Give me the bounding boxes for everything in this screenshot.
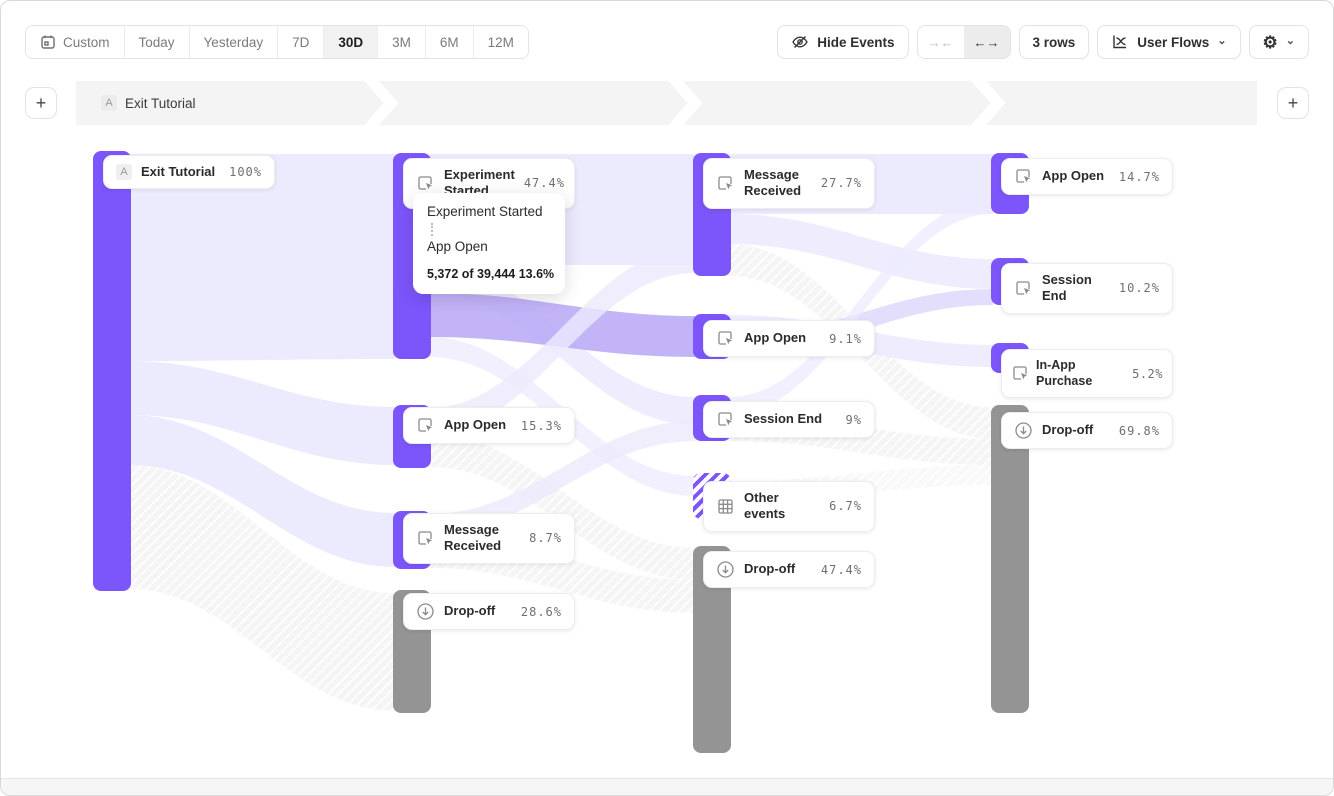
event-click-icon <box>716 174 735 193</box>
hide-events-label: Hide Events <box>817 34 895 50</box>
node-bar-drop-off-4[interactable] <box>991 405 1029 713</box>
date-custom-button[interactable]: Custom <box>26 26 124 58</box>
node-card-exit-tutorial[interactable]: A Exit Tutorial 100% <box>103 155 275 190</box>
date-custom-label: Custom <box>63 34 110 50</box>
chevron-down-icon: ⌄ <box>1285 34 1295 47</box>
date-30d-button[interactable]: 30D <box>323 26 378 58</box>
node-card-app-open-4[interactable]: App Open 14.7% <box>1001 158 1173 195</box>
node-card-session-end-4[interactable]: Session End 10.2% <box>1001 263 1173 314</box>
date-today-button[interactable]: Today <box>123 26 189 58</box>
node-card-app-open-2[interactable]: App Open 15.3% <box>403 407 575 444</box>
step-badge: A <box>101 95 117 111</box>
expand-columns-button[interactable]: ←→ <box>963 26 1010 58</box>
toolbar-right-group: Hide Events →← ←→ 3 rows User Flows ⌄ ⚙ … <box>777 25 1309 59</box>
node-bar-exit-tutorial[interactable] <box>93 151 131 591</box>
step-band: A Exit Tutorial <box>76 81 1257 125</box>
view-selector-button[interactable]: User Flows ⌄ <box>1097 25 1241 59</box>
add-step-right-button[interactable]: + <box>1277 87 1309 119</box>
horizontal-scrollbar[interactable] <box>1 778 1333 795</box>
date-3m-button[interactable]: 3M <box>377 26 425 58</box>
calendar-icon <box>40 34 56 50</box>
node-card-message-received-2[interactable]: Message Received 8.7% <box>403 513 575 564</box>
breadcrumb[interactable]: A Exit Tutorial <box>101 81 196 125</box>
node-card-drop-off-3[interactable]: Drop-off 47.4% <box>703 551 875 588</box>
event-click-icon <box>716 329 735 348</box>
drop-off-icon <box>716 560 735 579</box>
tooltip-source-event: Experiment Started <box>427 204 543 219</box>
settings-button[interactable]: ⚙ ⌄ <box>1248 25 1309 59</box>
node-card-message-received-3[interactable]: Message Received 27.7% <box>703 158 875 209</box>
view-selector-label: User Flows <box>1137 34 1210 50</box>
collapse-columns-button[interactable]: →← <box>917 26 964 58</box>
event-click-icon <box>416 174 435 193</box>
drop-off-icon <box>1014 421 1033 440</box>
link-tooltip: Experiment Started App Open 5,372 of 39,… <box>413 193 565 295</box>
hide-events-button[interactable]: Hide Events <box>777 25 909 59</box>
event-badge: A <box>116 164 132 181</box>
node-card-drop-off-4[interactable]: Drop-off 69.8% <box>1001 412 1173 449</box>
eye-off-icon <box>791 33 809 51</box>
event-click-icon <box>1014 279 1033 298</box>
event-click-icon <box>416 416 435 435</box>
node-card-app-open-3[interactable]: App Open 9.1% <box>703 320 875 357</box>
node-card-drop-off-2[interactable]: Drop-off 28.6% <box>403 593 575 630</box>
step-band-row: + A Exit Tutorial + <box>25 81 1309 125</box>
collapse-expand-toggle: →← ←→ <box>916 25 1011 59</box>
event-click-icon <box>716 410 735 429</box>
gear-icon: ⚙ <box>1262 32 1278 52</box>
date-12m-button[interactable]: 12M <box>472 26 528 58</box>
event-click-icon <box>416 529 435 548</box>
date-yesterday-button[interactable]: Yesterday <box>188 26 278 58</box>
drop-off-icon <box>416 602 435 621</box>
tooltip-target-event: App Open <box>427 239 488 255</box>
step-band-chevrons <box>364 81 1006 125</box>
node-card-other-events-3[interactable]: Other events 6.7% <box>703 481 875 532</box>
node-card-in-app-purchase-4[interactable]: In-App Purchase 5.2% <box>1001 349 1173 399</box>
user-flows-icon <box>1111 33 1129 51</box>
event-click-icon <box>1014 167 1033 186</box>
rows-label: 3 rows <box>1032 34 1076 50</box>
tooltip-connector <box>431 223 433 237</box>
node-card-session-end-3[interactable]: Session End 9% <box>703 401 875 438</box>
add-step-left-button[interactable]: + <box>25 87 57 119</box>
date-6m-button[interactable]: 6M <box>424 26 473 58</box>
date-range-group: Custom Today Yesterday 7D 30D 3M 6M 12M <box>25 25 529 59</box>
step-label: Exit Tutorial <box>125 95 196 111</box>
event-click-icon <box>1011 364 1030 383</box>
toolbar: Custom Today Yesterday 7D 30D 3M 6M 12M … <box>25 25 1309 59</box>
date-7d-button[interactable]: 7D <box>277 26 324 58</box>
tooltip-stat: 5,372 of 39,444 13.6% <box>427 267 555 282</box>
rows-button[interactable]: 3 rows <box>1018 25 1090 59</box>
grid-icon <box>716 497 735 516</box>
chevron-down-icon: ⌄ <box>1217 34 1227 47</box>
